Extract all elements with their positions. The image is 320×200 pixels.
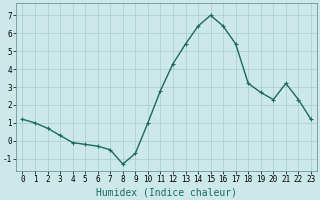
X-axis label: Humidex (Indice chaleur): Humidex (Indice chaleur) <box>96 187 237 197</box>
